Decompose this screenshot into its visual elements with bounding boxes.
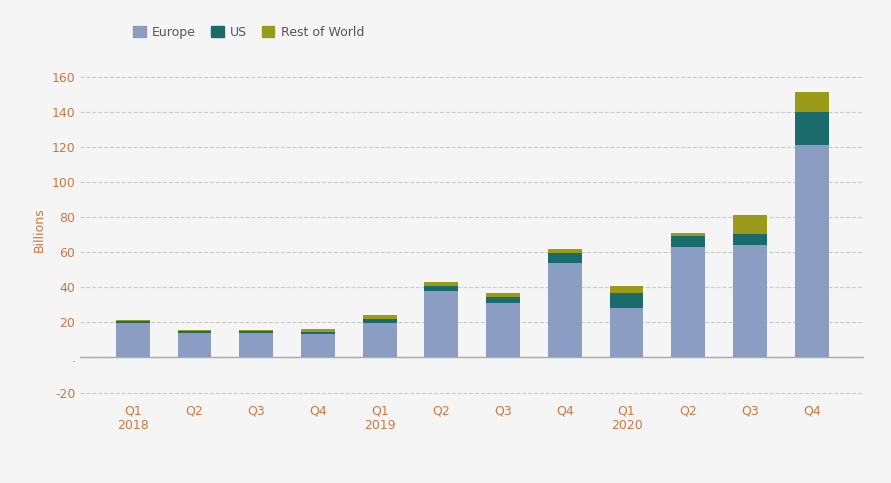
Bar <box>363 315 396 319</box>
Bar <box>548 253 582 263</box>
Y-axis label: Billions: Billions <box>33 207 46 252</box>
Bar <box>301 332 335 334</box>
Bar <box>177 331 211 333</box>
Bar <box>301 328 335 332</box>
Bar <box>486 294 520 297</box>
Bar <box>240 330 274 331</box>
Bar <box>671 247 705 357</box>
Bar <box>240 331 274 333</box>
Bar <box>609 293 643 308</box>
Bar <box>363 323 396 357</box>
Bar <box>733 234 767 245</box>
Bar <box>548 263 582 357</box>
Bar <box>795 92 829 112</box>
Bar <box>240 333 274 357</box>
Bar <box>177 330 211 331</box>
Bar <box>486 303 520 357</box>
Bar <box>116 323 150 357</box>
Bar <box>301 334 335 357</box>
Bar <box>116 321 150 323</box>
Bar <box>363 319 396 323</box>
Bar <box>548 249 582 253</box>
Bar <box>424 282 458 286</box>
Bar <box>424 291 458 357</box>
Bar <box>671 236 705 247</box>
Bar <box>486 297 520 303</box>
Bar <box>671 233 705 236</box>
Bar <box>177 333 211 357</box>
Bar <box>609 285 643 293</box>
Bar <box>795 112 829 145</box>
Bar <box>424 286 458 291</box>
Legend: Europe, US, Rest of World: Europe, US, Rest of World <box>134 26 364 39</box>
Bar <box>795 145 829 357</box>
Bar <box>733 245 767 357</box>
Bar <box>116 320 150 321</box>
Bar <box>609 308 643 357</box>
Bar <box>733 214 767 234</box>
